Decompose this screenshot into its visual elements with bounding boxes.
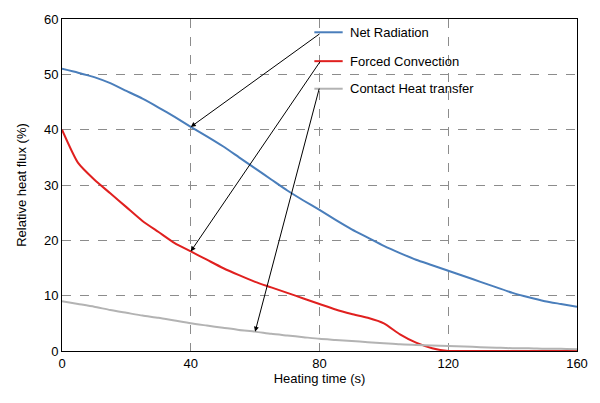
svg-text:30: 30 [44, 178, 58, 193]
svg-text:120: 120 [437, 356, 459, 371]
svg-text:Net Radiation: Net Radiation [350, 25, 429, 40]
svg-text:Heating time (s): Heating time (s) [274, 371, 366, 386]
svg-text:0: 0 [51, 344, 58, 359]
svg-text:0: 0 [58, 356, 65, 371]
svg-text:40: 40 [44, 122, 58, 137]
svg-text:Contact Heat transfer: Contact Heat transfer [350, 81, 474, 96]
svg-text:20: 20 [44, 233, 58, 248]
svg-text:50: 50 [44, 67, 58, 82]
svg-text:Forced Convection: Forced Convection [350, 54, 459, 69]
svg-text:10: 10 [44, 288, 58, 303]
svg-text:40: 40 [184, 356, 198, 371]
svg-text:Relative heat flux (%): Relative heat flux (%) [14, 123, 29, 247]
svg-text:160: 160 [566, 356, 588, 371]
svg-text:60: 60 [44, 12, 58, 27]
svg-text:80: 80 [312, 356, 326, 371]
